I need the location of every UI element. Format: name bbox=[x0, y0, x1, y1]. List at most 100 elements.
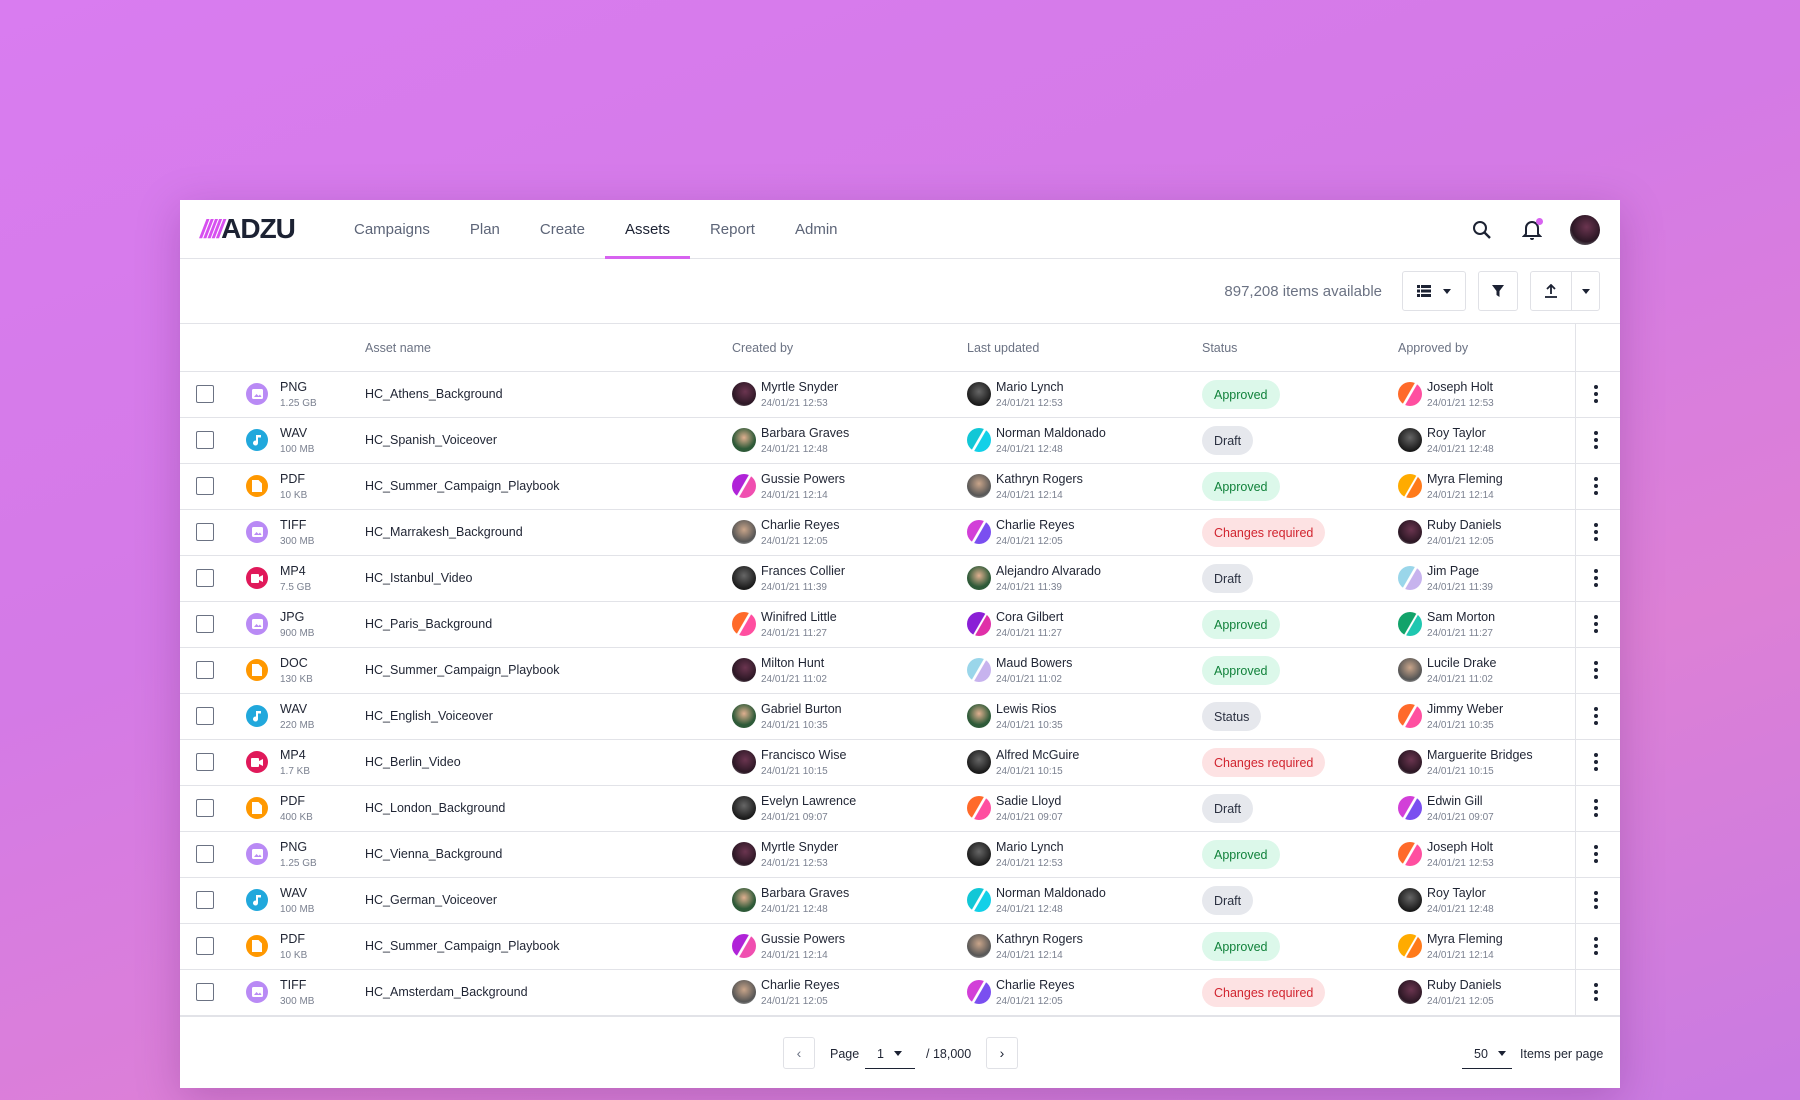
more-options-icon[interactable] bbox=[1592, 477, 1600, 495]
asset-name[interactable]: HC_Marrakesh_Background bbox=[365, 525, 523, 539]
user-avatar[interactable] bbox=[1570, 214, 1600, 245]
person-name[interactable]: Charlie Reyes bbox=[761, 978, 840, 992]
person-name[interactable]: Frances Collier bbox=[761, 564, 846, 578]
row-checkbox[interactable] bbox=[196, 799, 214, 817]
asset-name[interactable]: HC_Paris_Background bbox=[365, 617, 493, 631]
asset-name[interactable]: HC_Spanish_Voiceover bbox=[365, 433, 498, 447]
asset-name[interactable]: HC_Berlin_Video bbox=[365, 755, 461, 769]
person-name[interactable]: Gussie Powers bbox=[761, 472, 846, 486]
person-name[interactable]: Mario Lynch bbox=[996, 840, 1064, 854]
person-name[interactable]: Barbara Graves bbox=[761, 426, 850, 440]
table-row[interactable]: JPG 900 MB HC_Paris_Background Winifred … bbox=[180, 602, 1620, 648]
more-options-icon[interactable] bbox=[1592, 753, 1600, 771]
table-row[interactable]: WAV 100 MB HC_German_Voiceover Barbara G… bbox=[180, 878, 1620, 924]
prev-page-button[interactable]: ‹ bbox=[783, 1037, 815, 1069]
row-checkbox[interactable] bbox=[196, 615, 214, 633]
person-name[interactable]: Charlie Reyes bbox=[761, 518, 840, 532]
asset-name[interactable]: HC_Istanbul_Video bbox=[365, 571, 473, 585]
person-name[interactable]: Gabriel Burton bbox=[761, 702, 842, 716]
person-name[interactable]: Ruby Daniels bbox=[1427, 518, 1502, 532]
more-options-icon[interactable] bbox=[1592, 891, 1600, 909]
tab-create[interactable]: Create bbox=[539, 220, 585, 238]
person-name[interactable]: Charlie Reyes bbox=[996, 978, 1075, 992]
person-name[interactable]: Winifred Little bbox=[761, 610, 837, 624]
more-options-icon[interactable] bbox=[1592, 983, 1600, 1001]
more-options-icon[interactable] bbox=[1592, 569, 1600, 587]
page-select[interactable]: 1 bbox=[865, 1039, 915, 1069]
person-name[interactable]: Lucile Drake bbox=[1427, 656, 1497, 670]
table-row[interactable]: DOC 130 KB HC_Summer_Campaign_Playbook M… bbox=[180, 648, 1620, 694]
person-name[interactable]: Marguerite Bridges bbox=[1427, 748, 1533, 762]
person-name[interactable]: Sam Morton bbox=[1427, 610, 1496, 624]
tab-plan[interactable]: Plan bbox=[469, 220, 500, 238]
person-name[interactable]: Maud Bowers bbox=[996, 656, 1073, 670]
table-row[interactable]: WAV 100 MB HC_Spanish_Voiceover Barbara … bbox=[180, 418, 1620, 464]
asset-name[interactable]: HC_Summer_Campaign_Playbook bbox=[365, 663, 560, 677]
view-toggle-button[interactable] bbox=[1402, 271, 1466, 311]
upload-split-button[interactable] bbox=[1530, 271, 1600, 311]
row-checkbox[interactable] bbox=[196, 937, 214, 955]
more-options-icon[interactable] bbox=[1592, 385, 1600, 403]
table-row[interactable]: WAV 220 MB HC_English_Voiceover Gabriel … bbox=[180, 694, 1620, 740]
more-options-icon[interactable] bbox=[1592, 799, 1600, 817]
asset-name[interactable]: HC_Summer_Campaign_Playbook bbox=[365, 479, 560, 493]
person-name[interactable]: Norman Maldonado bbox=[996, 886, 1106, 900]
table-row[interactable]: PNG 1.25 GB HC_Vienna_Background Myrtle … bbox=[180, 832, 1620, 878]
table-row[interactable]: PDF 10 KB HC_Summer_Campaign_Playbook Gu… bbox=[180, 924, 1620, 970]
person-name[interactable]: Gussie Powers bbox=[761, 932, 846, 946]
table-row[interactable]: PDF 10 KB HC_Summer_Campaign_Playbook Gu… bbox=[180, 464, 1620, 510]
col-created-by[interactable]: Created by bbox=[732, 341, 794, 355]
person-name[interactable]: Cora Gilbert bbox=[996, 610, 1064, 624]
row-checkbox[interactable] bbox=[196, 385, 214, 403]
adzu-logo[interactable]: /////ADZU bbox=[200, 213, 310, 244]
person-name[interactable]: Jim Page bbox=[1427, 564, 1480, 578]
col-status[interactable]: Status bbox=[1202, 341, 1238, 355]
person-name[interactable]: Myra Fleming bbox=[1427, 472, 1503, 486]
person-name[interactable]: Kathryn Rogers bbox=[996, 932, 1083, 946]
person-name[interactable]: Myra Fleming bbox=[1427, 932, 1503, 946]
person-name[interactable]: Sadie Lloyd bbox=[996, 794, 1062, 808]
person-name[interactable]: Joseph Holt bbox=[1427, 840, 1494, 854]
more-options-icon[interactable] bbox=[1592, 707, 1600, 725]
row-checkbox[interactable] bbox=[196, 891, 214, 909]
person-name[interactable]: Jimmy Weber bbox=[1427, 702, 1504, 716]
col-approved-by[interactable]: Approved by bbox=[1398, 341, 1469, 355]
person-name[interactable]: Mario Lynch bbox=[996, 380, 1064, 394]
row-checkbox[interactable] bbox=[196, 431, 214, 449]
person-name[interactable]: Joseph Holt bbox=[1427, 380, 1494, 394]
next-page-button[interactable]: › bbox=[986, 1037, 1018, 1069]
person-name[interactable]: Charlie Reyes bbox=[996, 518, 1075, 532]
table-row[interactable]: TIFF 300 MB HC_Amsterdam_Background Char… bbox=[180, 970, 1620, 1016]
col-last-updated[interactable]: Last updated bbox=[967, 341, 1040, 355]
more-options-icon[interactable] bbox=[1592, 661, 1600, 679]
person-name[interactable]: Roy Taylor bbox=[1427, 426, 1486, 440]
col-asset-name[interactable]: Asset name bbox=[365, 341, 432, 355]
bell-icon[interactable] bbox=[1520, 217, 1544, 242]
person-name[interactable]: Ruby Daniels bbox=[1427, 978, 1502, 992]
row-checkbox[interactable] bbox=[196, 523, 214, 541]
person-name[interactable]: Alejandro Alvarado bbox=[996, 564, 1101, 578]
search-icon[interactable] bbox=[1470, 218, 1494, 242]
person-name[interactable]: Kathryn Rogers bbox=[996, 472, 1083, 486]
upload-menu-button[interactable] bbox=[1571, 272, 1599, 310]
person-name[interactable]: Myrtle Snyder bbox=[761, 840, 839, 854]
more-options-icon[interactable] bbox=[1592, 615, 1600, 633]
row-checkbox[interactable] bbox=[196, 983, 214, 1001]
table-row[interactable]: MP4 1.7 KB HC_Berlin_Video Francisco Wis… bbox=[180, 740, 1620, 786]
row-checkbox[interactable] bbox=[196, 569, 214, 587]
person-name[interactable]: Milton Hunt bbox=[761, 656, 825, 670]
person-name[interactable]: Edwin Gill bbox=[1427, 794, 1483, 808]
asset-name[interactable]: HC_English_Voiceover bbox=[365, 709, 493, 723]
tab-assets[interactable]: Assets bbox=[604, 200, 690, 259]
asset-name[interactable]: HC_London_Background bbox=[365, 801, 506, 815]
more-options-icon[interactable] bbox=[1592, 523, 1600, 541]
table-row[interactable]: MP4 7.5 GB HC_Istanbul_Video Frances Col… bbox=[180, 556, 1620, 602]
asset-name[interactable]: HC_Amsterdam_Background bbox=[365, 985, 528, 999]
upload-button[interactable] bbox=[1531, 272, 1571, 310]
table-row[interactable]: PNG 1.25 GB HC_Athens_Background Myrtle … bbox=[180, 372, 1620, 418]
person-name[interactable]: Barbara Graves bbox=[761, 886, 850, 900]
more-options-icon[interactable] bbox=[1592, 845, 1600, 863]
table-row[interactable]: PDF 400 KB HC_London_Background Evelyn L… bbox=[180, 786, 1620, 832]
asset-name[interactable]: HC_Summer_Campaign_Playbook bbox=[365, 939, 560, 953]
row-checkbox[interactable] bbox=[196, 707, 214, 725]
